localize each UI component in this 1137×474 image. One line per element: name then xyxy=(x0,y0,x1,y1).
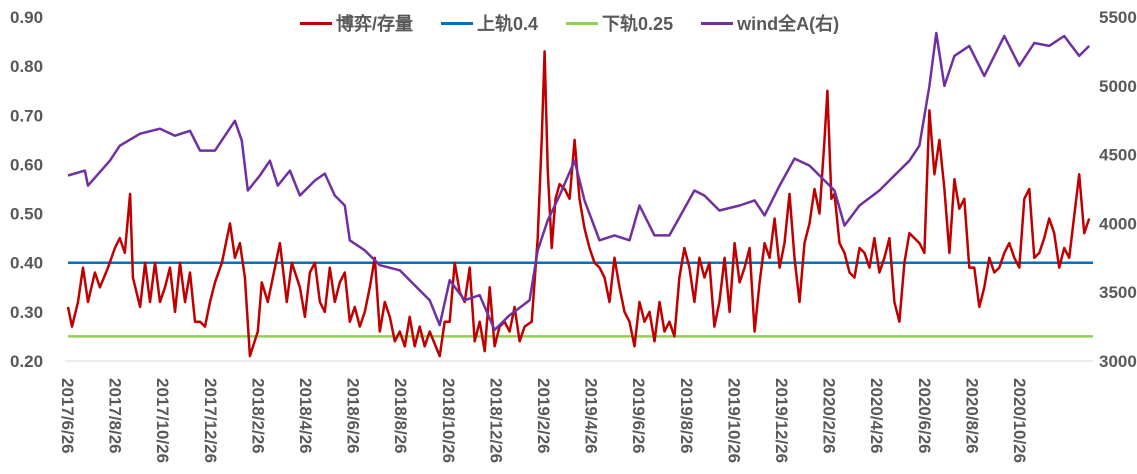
x-tick-label: 2020/8/26 xyxy=(962,378,981,454)
legend-label: 博弈/存量 xyxy=(336,14,414,34)
legend-item-upper: 上轨0.4 xyxy=(441,10,538,36)
legend-label: 上轨0.4 xyxy=(477,14,539,34)
legend: 博弈/存量 上轨0.4 下轨0.25 wind全A(右) xyxy=(300,10,839,36)
x-tick-label: 2020/4/26 xyxy=(867,378,886,454)
x-tick-label: 2017/6/26 xyxy=(58,378,77,454)
y-left-tick-label: 0.70 xyxy=(10,106,43,125)
legend-swatch xyxy=(441,21,474,25)
right-axis: 3000 3500 4000 4500 5000 5500 xyxy=(1099,8,1137,371)
y-left-tick-label: 0.40 xyxy=(10,254,43,273)
x-tick-label: 2018/6/26 xyxy=(344,378,363,454)
x-tick-label: 2019/4/26 xyxy=(582,378,601,454)
x-tick-label: 2018/2/26 xyxy=(248,378,267,454)
x-axis: 2017/6/26 2017/8/26 2017/10/26 2017/12/26 20… xyxy=(58,378,1029,463)
x-tick-label: 2019/10/26 xyxy=(724,378,743,463)
y-right-tick-label: 5000 xyxy=(1099,77,1137,96)
y-left-tick-label: 0.20 xyxy=(10,352,43,371)
x-tick-label: 2018/12/26 xyxy=(486,378,505,463)
series-line-3 xyxy=(67,31,1091,332)
series-layer xyxy=(66,31,1093,358)
x-tick-label: 2018/10/26 xyxy=(439,378,458,463)
y-right-tick-label: 3000 xyxy=(1099,352,1137,371)
y-left-tick-label: 0.80 xyxy=(10,57,43,76)
y-left-tick-label: 0.90 xyxy=(10,8,43,27)
legend-item-wind: wind全A(右) xyxy=(701,10,839,36)
y-right-tick-label: 4500 xyxy=(1099,146,1137,165)
legend-item-ratio: 博弈/存量 xyxy=(300,10,413,36)
legend-swatch xyxy=(566,21,599,25)
x-tick-label: 2018/4/26 xyxy=(296,378,315,454)
x-tick-label: 2019/6/26 xyxy=(629,378,648,454)
y-left-tick-label: 0.30 xyxy=(10,303,43,322)
y-right-tick-label: 3500 xyxy=(1099,283,1137,302)
x-tick-label: 2017/12/26 xyxy=(201,378,220,463)
x-tick-label: 2020/6/26 xyxy=(915,378,934,454)
legend-label: wind全A(右) xyxy=(737,14,840,34)
x-tick-label: 2017/8/26 xyxy=(106,378,125,454)
y-right-tick-label: 4000 xyxy=(1099,214,1137,233)
x-tick-label: 2017/10/26 xyxy=(153,378,172,463)
x-tick-label: 2019/8/26 xyxy=(677,378,696,454)
x-tick-label: 2018/8/26 xyxy=(391,378,410,454)
legend-swatch xyxy=(300,21,332,25)
legend-swatch xyxy=(701,21,734,25)
x-tick-label: 2020/2/26 xyxy=(820,378,839,454)
legend-item-lower: 下轨0.25 xyxy=(566,10,673,36)
legend-label: 下轨0.25 xyxy=(602,14,674,34)
x-tick-label: 2019/2/26 xyxy=(534,378,553,454)
left-axis: 0.20 0.30 0.40 0.50 0.60 0.70 0.80 0.90 xyxy=(10,8,43,371)
x-tick-label: 2020/10/26 xyxy=(1010,378,1029,463)
y-left-tick-label: 0.60 xyxy=(10,155,43,174)
x-tick-label: 2019/12/26 xyxy=(772,378,791,463)
y-left-tick-label: 0.50 xyxy=(10,205,43,224)
series-line-0 xyxy=(66,50,1091,358)
y-right-tick-label: 5500 xyxy=(1099,8,1137,27)
